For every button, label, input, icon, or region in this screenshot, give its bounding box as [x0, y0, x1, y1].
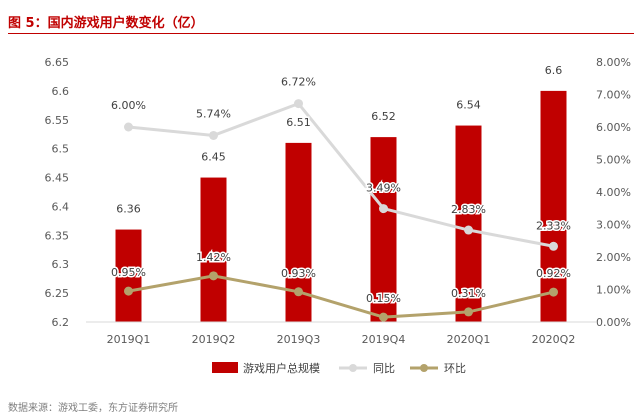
y-left-tick-label: 6.65	[45, 56, 70, 69]
source-note: 数据来源：游戏工委，东方证券研究所	[8, 403, 178, 414]
x-tick-label: 2019Q2	[192, 333, 236, 346]
y-left-tick-label: 6.25	[45, 287, 70, 300]
figure-header: 图 5：国内游戏用户数变化（亿）	[0, 0, 642, 34]
qoq-value-label: 0.92%	[536, 267, 571, 280]
bar-user-scale	[455, 125, 482, 322]
qoq-point	[124, 286, 133, 296]
legend-marker-qoq	[420, 364, 428, 372]
y-left-tick-label: 6.45	[45, 172, 70, 185]
bar-user-scale	[200, 177, 227, 322]
y-right-tick-label: 1.00%	[596, 284, 631, 297]
y-left-tick-label: 6.2	[52, 316, 70, 329]
x-tick-label: 2019Q1	[107, 333, 151, 346]
qoq-value-label: 1.42%	[196, 251, 231, 264]
yoy-point	[464, 225, 473, 235]
qoq-value-label: 0.93%	[281, 267, 316, 280]
yoy-value-label: 5.74%	[196, 107, 231, 120]
bar-value-label: 6.52	[371, 110, 396, 123]
qoq-point	[464, 307, 473, 317]
legend-label-bar: 游戏用户总规模	[243, 361, 320, 375]
yoy-value-label: 3.49%	[366, 182, 401, 195]
yoy-point	[209, 130, 218, 140]
x-tick-label: 2019Q3	[277, 333, 321, 346]
bar-value-label: 6.51	[286, 116, 311, 129]
bar-user-scale	[115, 229, 142, 322]
bar-user-scale	[540, 90, 567, 322]
yoy-value-label: 2.83%	[451, 203, 486, 216]
yoy-value-label: 2.33%	[536, 219, 571, 232]
y-right-tick-label: 8.00%	[596, 56, 631, 69]
yoy-point	[294, 99, 303, 109]
y-right-tick-label: 4.00%	[596, 186, 631, 199]
legend-label-yoy: 同比	[373, 362, 395, 375]
bar-user-scale	[370, 137, 397, 322]
yoy-line	[128, 101, 554, 248]
y-left-tick-label: 6.4	[52, 200, 70, 213]
qoq-point	[549, 287, 558, 297]
title-divider	[8, 33, 634, 34]
y-right-tick-label: 6.00%	[596, 121, 631, 134]
legend-marker-yoy	[349, 364, 357, 372]
y-right-tick-label: 0.00%	[596, 316, 631, 329]
yoy-point	[549, 241, 558, 251]
yoy-point	[124, 122, 133, 132]
bar-value-label: 6.54	[456, 99, 481, 112]
x-tick-label: 2020Q2	[532, 333, 576, 346]
yoy-value-label: 6.00%	[111, 99, 146, 112]
legend-label-qoq: 环比	[444, 362, 466, 375]
qoq-value-label: 0.95%	[111, 266, 146, 279]
y-left-tick-label: 6.55	[45, 114, 70, 127]
y-left-tick-label: 6.35	[45, 229, 70, 242]
y-right-tick-label: 5.00%	[596, 154, 631, 167]
y-left-tick-label: 6.5	[52, 143, 70, 156]
bar-value-label: 6.6	[545, 64, 563, 77]
x-tick-label: 2019Q4	[362, 333, 406, 346]
qoq-value-label: 0.31%	[451, 287, 486, 300]
figure-title: 图 5：国内游戏用户数变化（亿）	[8, 16, 204, 31]
y-left-tick-label: 6.6	[52, 85, 70, 98]
qoq-value-label: 0.15%	[366, 292, 401, 305]
bar-value-label: 6.45	[201, 151, 226, 164]
qoq-line	[128, 274, 554, 319]
qoq-point	[209, 271, 218, 281]
bar-value-label: 6.36	[116, 203, 141, 216]
qoq-point	[294, 287, 303, 297]
yoy-point	[379, 204, 388, 214]
y-right-tick-label: 2.00%	[596, 251, 631, 264]
qoq-point	[379, 312, 388, 322]
yoy-value-label: 6.72%	[281, 76, 316, 89]
x-tick-label: 2020Q1	[447, 333, 491, 346]
y-left-tick-label: 6.3	[52, 258, 70, 271]
y-right-tick-label: 3.00%	[596, 219, 631, 232]
y-right-tick-label: 7.00%	[596, 89, 631, 102]
legend-swatch-bar	[212, 362, 238, 373]
